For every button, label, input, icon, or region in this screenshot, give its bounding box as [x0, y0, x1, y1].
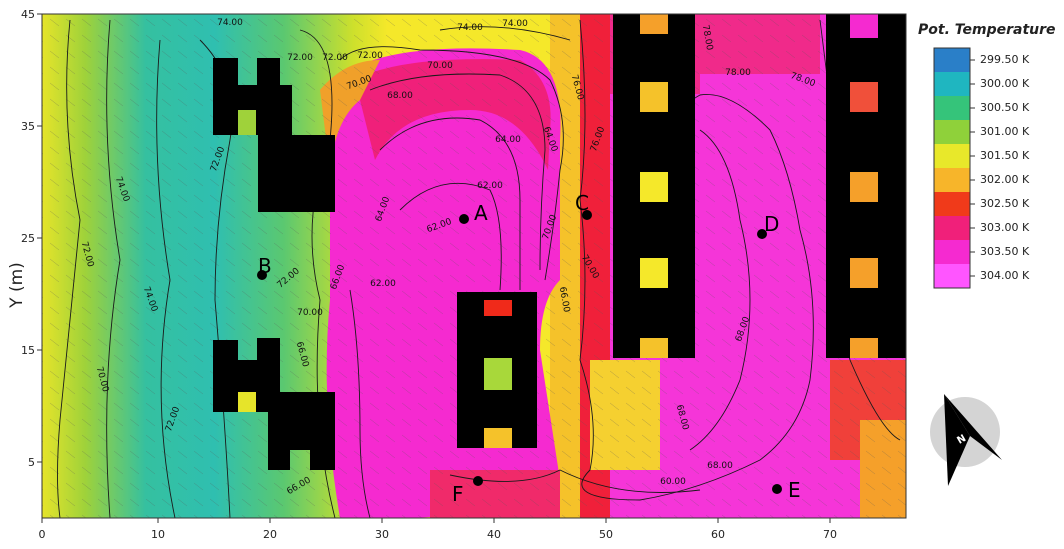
x-tick-label: 50 — [599, 528, 613, 541]
contour-label: 68.00 — [707, 461, 733, 471]
legend-swatch — [934, 168, 970, 192]
y-tick-label: 35 — [21, 120, 35, 133]
contour-label: 60.00 — [660, 477, 686, 487]
contour-label: 68.00 — [387, 91, 413, 101]
x-tick-label: 60 — [711, 528, 725, 541]
x-tick-label: 20 — [263, 528, 277, 541]
point-label-e: E — [788, 478, 801, 502]
y-tick-label: 45 — [21, 8, 35, 21]
x-tick-label: 30 — [375, 528, 389, 541]
legend-label: 304.00 K — [980, 269, 1030, 282]
plot-area — [41, 13, 907, 519]
point-marker-a — [459, 214, 469, 224]
x-tick-label: 0 — [39, 528, 46, 541]
y-axis: 45 35 25 15 5 — [21, 8, 42, 469]
legend-swatch — [934, 240, 970, 264]
x-tick-label: 40 — [487, 528, 501, 541]
legend-label: 299.50 K — [980, 53, 1030, 66]
legend-label: 301.50 K — [980, 149, 1030, 162]
legend-label: 302.50 K — [980, 197, 1030, 210]
contour-label: 66.00 — [557, 286, 571, 313]
legend-label: 301.00 K — [980, 125, 1030, 138]
contour-label: 70.00 — [297, 308, 323, 318]
legend-swatch — [934, 144, 970, 168]
legend-label: 303.50 K — [980, 245, 1030, 258]
legend-swatch — [934, 264, 970, 288]
point-marker-d — [757, 229, 767, 239]
legend-colorbar — [933, 47, 975, 289]
legend-label: 303.00 K — [980, 221, 1030, 234]
legend-label: 300.00 K — [980, 77, 1030, 90]
x-axis: 0 10 20 30 40 50 60 70 — [39, 518, 837, 541]
point-marker-c — [582, 210, 592, 220]
contour-label: 72.00 — [357, 51, 383, 61]
legend-swatch — [934, 120, 970, 144]
contour-label: 74.00 — [217, 18, 243, 28]
contour-label: 78.00 — [700, 24, 714, 51]
legend-label: 300.50 K — [980, 101, 1030, 114]
legend-title: Pot. Temperature — [918, 22, 1056, 38]
contour-label: 78.00 — [725, 68, 751, 78]
y-tick-label: 25 — [21, 232, 35, 245]
point-label-a: A — [474, 201, 488, 225]
contour-label: 72.00 — [322, 53, 348, 63]
point-markers: A B C D E F — [257, 191, 801, 506]
x-tick-label: 10 — [151, 528, 165, 541]
legend-swatch — [934, 96, 970, 120]
y-tick-label: 15 — [21, 344, 35, 357]
legend-swatch — [934, 192, 970, 216]
legend-label: 302.00 K — [980, 173, 1030, 186]
point-label-d: D — [764, 212, 779, 236]
north-arrow-icon: N — [930, 394, 1002, 486]
point-label-c: C — [575, 191, 589, 215]
legend-swatch — [934, 48, 970, 72]
contour-label: 62.00 — [370, 279, 396, 289]
point-marker-e — [772, 484, 782, 494]
y-tick-label: 5 — [28, 456, 35, 469]
legend-swatch — [934, 216, 970, 240]
contour-label: 70.00 — [427, 61, 453, 71]
contour-label: 72.00 — [287, 53, 313, 63]
point-label-f: F — [452, 482, 464, 506]
legend-swatch — [934, 72, 970, 96]
contour-label: 62.00 — [477, 181, 503, 191]
point-label-b: B — [258, 254, 272, 278]
point-marker-f — [473, 476, 483, 486]
contour-label: 64.00 — [495, 135, 521, 145]
contour-label: 74.00 — [457, 23, 483, 33]
x-tick-label: 70 — [823, 528, 837, 541]
legend-frame — [933, 47, 971, 289]
contour-label: 74.00 — [502, 19, 528, 29]
point-marker-b — [257, 270, 267, 280]
y-axis-label: Y (m) — [7, 262, 27, 309]
